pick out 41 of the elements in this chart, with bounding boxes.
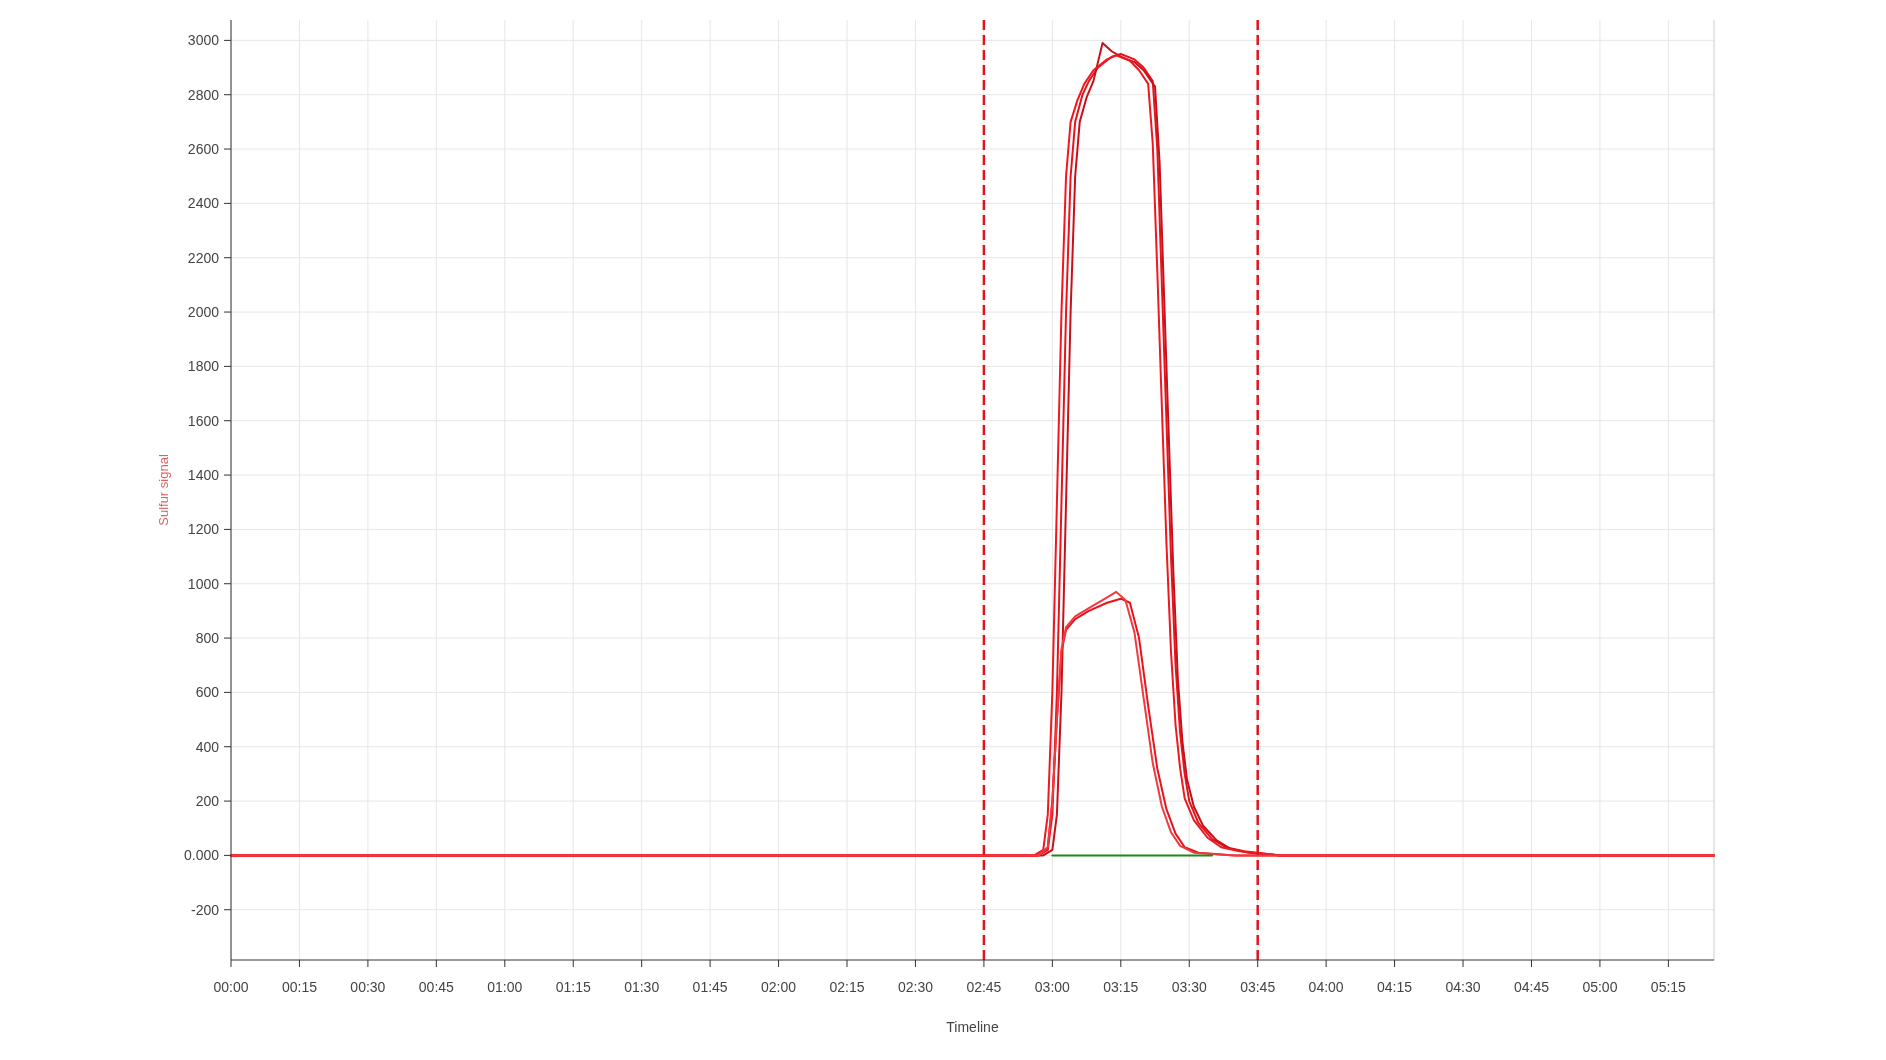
x-tick-label: 05:00 xyxy=(1582,979,1618,995)
x-tick-label: 01:15 xyxy=(555,979,591,995)
y-tick-label: -200 xyxy=(190,901,220,918)
x-tick-label: 00:15 xyxy=(281,979,318,995)
y-tick-label: 2200 xyxy=(187,249,220,266)
x-tick-label: 03:30 xyxy=(1171,979,1207,995)
y-tick-label: 1000 xyxy=(187,575,220,592)
x-tick-label: 01:45 xyxy=(692,979,728,995)
y-tick-label: 2400 xyxy=(187,195,220,212)
y-axis-title: Sulfur signal xyxy=(156,454,171,526)
x-tick-label: 04:00 xyxy=(1308,979,1344,995)
y-tick-label: 1600 xyxy=(187,412,220,429)
x-tick-label: 01:00 xyxy=(487,979,523,995)
x-tick-label: 05:15 xyxy=(1650,979,1687,995)
x-tick-label: 00:45 xyxy=(418,979,455,995)
y-tick-label: 2800 xyxy=(187,86,220,103)
x-axis-title: Timeline xyxy=(946,1019,999,1035)
x-tick-label: 04:15 xyxy=(1377,979,1413,995)
x-tick-label: 03:15 xyxy=(1103,979,1139,995)
y-tick-label: 0.000 xyxy=(183,847,220,864)
y-tick-label: 2600 xyxy=(187,141,220,158)
y-tick-label: 1200 xyxy=(187,521,220,538)
x-tick-label: 02:45 xyxy=(966,979,1002,995)
x-tick-label: 00:00 xyxy=(213,979,249,995)
x-tick-label: 02:30 xyxy=(897,979,934,995)
x-tick-label: 03:45 xyxy=(1240,979,1276,995)
y-tick-label: 200 xyxy=(195,793,220,810)
y-tick-label: 2000 xyxy=(187,304,220,321)
x-tick-label: 00:30 xyxy=(350,979,386,995)
y-tick-label: 800 xyxy=(195,630,220,647)
x-tick-label: 03:00 xyxy=(1034,979,1071,995)
y-tick-label: 400 xyxy=(195,738,220,755)
x-tick-label: 01:30 xyxy=(624,979,660,995)
y-tick-label: 600 xyxy=(195,684,220,701)
y-tick-label: 1800 xyxy=(187,358,220,375)
x-tick-label: 02:15 xyxy=(829,979,865,995)
y-tick-label: 1400 xyxy=(187,467,220,484)
x-tick-label: 04:30 xyxy=(1445,979,1481,995)
x-tick-label: 04:45 xyxy=(1513,979,1550,995)
x-tick-label: 02:00 xyxy=(761,979,797,995)
y-tick-label: 3000 xyxy=(187,32,220,49)
